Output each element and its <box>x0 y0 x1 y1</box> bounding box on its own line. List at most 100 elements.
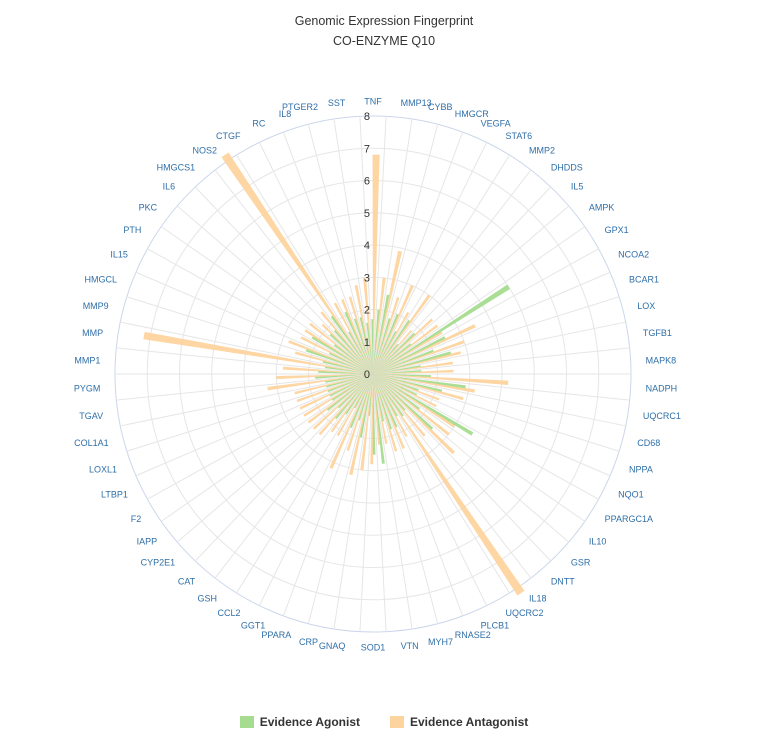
bar-agonist <box>333 329 373 374</box>
bar-agonist <box>372 374 376 455</box>
bar-agonist <box>373 351 452 374</box>
bar-antagonist <box>373 374 456 428</box>
category-label: GSR <box>571 558 591 568</box>
legend-item-antagonist[interactable]: Evidence Antagonist <box>390 715 528 729</box>
category-label: RNASE2 <box>455 630 491 640</box>
grid-spoke <box>307 373 374 624</box>
bar-agonist <box>373 332 416 374</box>
bar-agonist <box>328 352 373 374</box>
bar-antagonist <box>373 331 443 374</box>
grid-spoke <box>176 205 374 375</box>
category-label: PYGM <box>74 383 101 393</box>
category-label: UQCRC2 <box>505 608 543 618</box>
category-label: IL6 <box>163 181 176 191</box>
bar-antagonist <box>373 374 464 401</box>
bar-antagonist <box>320 311 373 374</box>
grid-spoke <box>372 124 439 375</box>
grid-spoke <box>160 373 374 522</box>
grid-spoke <box>372 373 387 632</box>
grid-spoke <box>372 373 630 401</box>
grid-spoke <box>359 116 374 375</box>
bar-agonist <box>373 294 390 374</box>
grid-spoke <box>372 373 570 543</box>
category-label: SOD1 <box>361 643 386 653</box>
category-label: TGAV <box>79 411 103 421</box>
bar-antagonist <box>373 324 439 374</box>
bar-agonist <box>349 374 373 429</box>
grid-spoke <box>372 373 439 624</box>
bar-agonist <box>373 374 393 430</box>
radial-tick-label: 2 <box>364 305 370 317</box>
bar-antagonist <box>373 277 386 374</box>
category-label: CTGF <box>216 131 241 141</box>
bar-agonist <box>335 374 373 420</box>
chart-subtitle: CO-ENZYME Q10 <box>332 34 436 48</box>
grid-spoke <box>372 373 586 522</box>
bar-agonist <box>373 374 398 417</box>
legend-label-antagonist: Evidence Antagonist <box>410 715 529 729</box>
radial-tick-label: 4 <box>364 240 370 252</box>
category-label: CYP2E1 <box>141 558 176 568</box>
chart-title: Genomic Expression Fingerprint <box>294 14 474 28</box>
bar-agonist <box>327 374 373 411</box>
grid-spoke <box>147 373 374 500</box>
category-label: PTH <box>123 225 141 235</box>
bar-agonist <box>322 360 373 374</box>
grid-spoke <box>214 373 374 579</box>
bar-antagonist <box>373 318 434 374</box>
category-label: HMGCL <box>84 275 117 285</box>
bar-antagonist <box>373 311 410 374</box>
grid-spoke <box>176 373 374 543</box>
bar-antagonist <box>373 374 437 408</box>
bar-antagonist <box>312 374 373 430</box>
category-label: VEGFA <box>481 119 511 129</box>
bar-agonist <box>373 349 434 374</box>
bar-agonist <box>373 374 474 436</box>
bar-agonist <box>305 349 373 374</box>
grid-spoke <box>372 116 387 375</box>
grid-spoke <box>372 154 510 375</box>
bar-antagonist <box>299 374 373 410</box>
legend: Evidence Agonist Evidence Antagonist <box>0 715 768 729</box>
grid-spoke <box>194 373 374 562</box>
category-label: HMGCS1 <box>157 162 196 172</box>
bar-antagonist <box>318 374 373 436</box>
radial-tick-label: 5 <box>364 208 370 220</box>
bar-agonist <box>373 313 399 374</box>
bar-agonist <box>315 374 373 379</box>
category-label: PKC <box>139 202 158 212</box>
category-label: UQCRC1 <box>643 411 681 421</box>
bar-agonist <box>311 336 373 374</box>
grid-spoke <box>282 131 374 375</box>
bar-agonist <box>354 374 373 409</box>
bar-antagonist <box>330 374 373 433</box>
bar-antagonist <box>333 302 373 374</box>
category-label: LOXL1 <box>89 464 117 474</box>
grid-spoke <box>126 296 374 375</box>
grid-spoke <box>372 296 620 375</box>
bar-agonist <box>358 374 373 421</box>
bar-antagonist <box>373 285 414 374</box>
legend-item-agonist[interactable]: Evidence Agonist <box>239 715 360 729</box>
category-label: PPARA <box>261 630 291 640</box>
bar-antagonist <box>373 374 408 438</box>
bar-agonist <box>373 319 410 374</box>
bar-agonist <box>373 374 419 391</box>
category-label: MYH7 <box>428 637 453 647</box>
bar-antagonist <box>373 374 440 401</box>
bar-antagonist <box>329 374 373 469</box>
category-label: MAPK8 <box>646 356 677 366</box>
bar-agonist <box>373 374 385 422</box>
grid-spoke <box>372 373 620 452</box>
grid-spoke <box>372 373 413 630</box>
grid-spoke <box>126 373 374 452</box>
bar-agonist <box>344 311 373 374</box>
bar-agonist <box>359 317 373 374</box>
bar-antagonist <box>373 374 509 385</box>
bar-agonist <box>324 366 373 374</box>
radial-tick-label: 7 <box>364 143 370 155</box>
category-label: IL8 <box>279 109 292 119</box>
grid-spoke <box>372 373 552 562</box>
grid-spoke <box>236 154 374 375</box>
bar-antagonist <box>300 336 373 374</box>
